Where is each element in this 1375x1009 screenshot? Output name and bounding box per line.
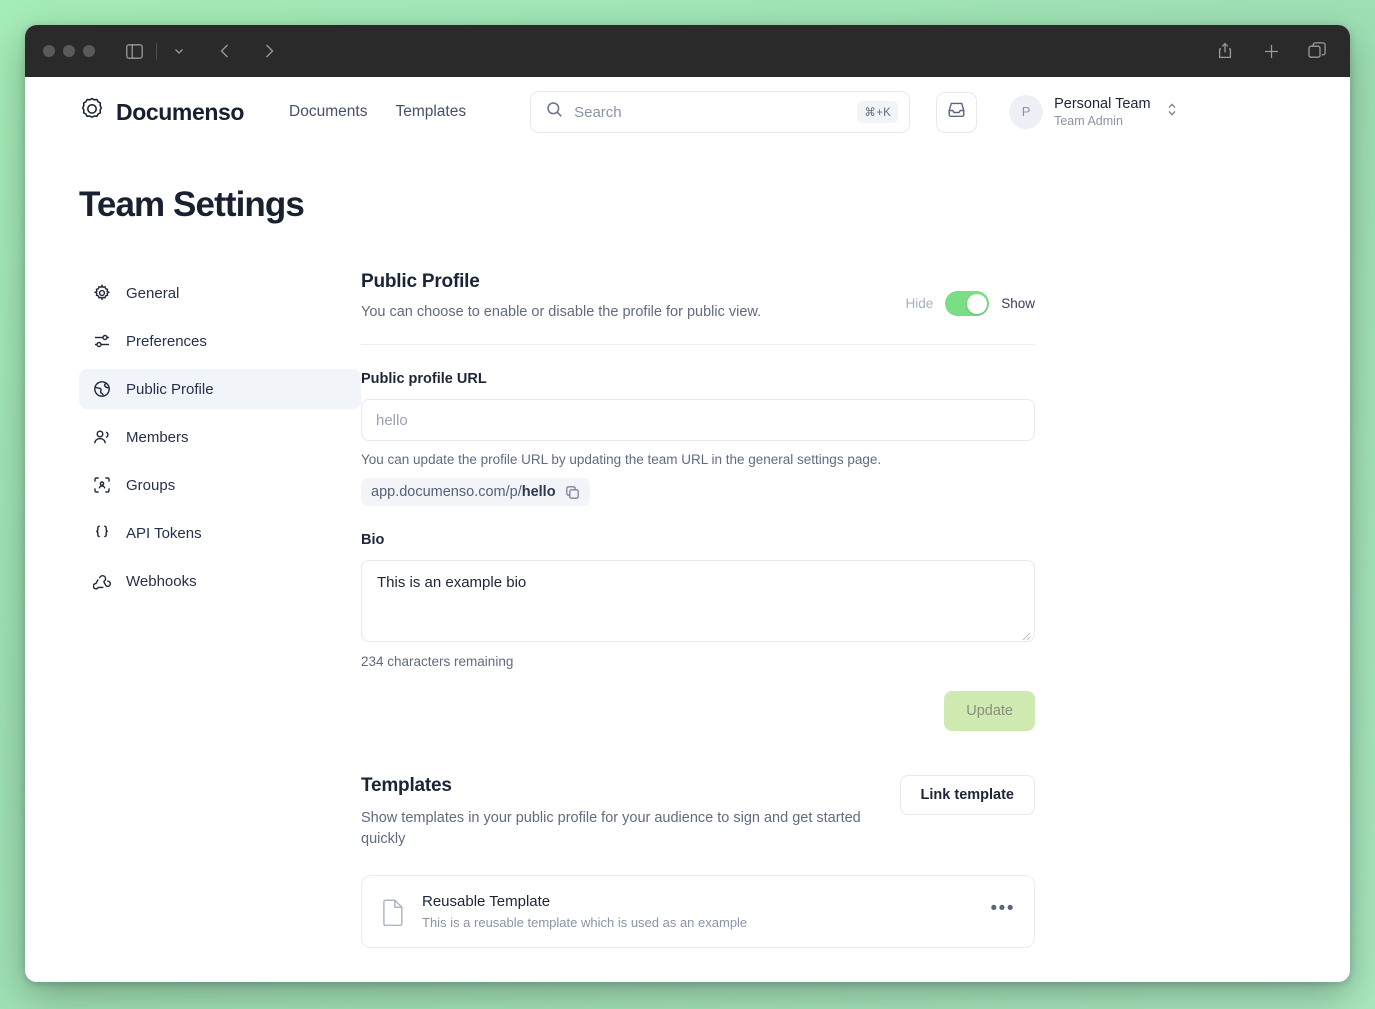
url-helper-text: You can update the profile URL by updati… [361, 452, 882, 467]
sidebar-item-public-profile[interactable]: Public Profile [79, 369, 361, 409]
main-nav: Documents Templates [289, 103, 466, 121]
template-list-item[interactable]: Reusable Template This is a reusable tem… [361, 875, 1035, 949]
url-input-value: hello [376, 411, 408, 429]
sidebar-item-webhooks[interactable]: Webhooks [79, 561, 361, 601]
back-arrow-icon[interactable] [210, 37, 240, 65]
avatar: P [1009, 94, 1044, 129]
search-input[interactable]: Search ⌘+K [530, 91, 911, 133]
search-shortcut-badge: ⌘+K [857, 101, 899, 123]
ellipsis-icon[interactable]: ••• [990, 898, 1015, 920]
braces-icon [93, 524, 111, 542]
sidebar-item-label: Members [126, 428, 189, 446]
settings-sidebar: General [79, 271, 361, 609]
browser-window: Documenso Documents Templates Search ⌘+K [25, 25, 1350, 982]
sliders-icon [93, 332, 111, 350]
link-template-button[interactable]: Link template [899, 775, 1035, 815]
sidebar-item-preferences[interactable]: Preferences [79, 321, 361, 361]
toggle-knob [966, 293, 987, 314]
templates-title: Templates [361, 775, 452, 796]
bio-textarea-value: This is an example bio [377, 574, 527, 591]
templates-description: Show templates in your public profile fo… [361, 810, 861, 847]
profile-visibility-toggle[interactable] [945, 291, 990, 316]
template-name: Reusable Template [422, 893, 551, 911]
page-title: Team Settings [79, 185, 305, 224]
forward-arrow-icon[interactable] [254, 37, 284, 65]
profile-visibility-toggle-group: Hide Show [905, 271, 1035, 316]
nav-item-documents[interactable]: Documents [289, 103, 368, 120]
toggle-label-show: Show [1001, 296, 1035, 311]
settings-main: Public Profile You can choose to enable … [361, 271, 1035, 949]
share-icon[interactable] [1210, 37, 1240, 65]
sidebar-item-groups[interactable]: Groups [79, 465, 361, 505]
sidebar-item-label: Webhooks [126, 572, 197, 590]
window-controls[interactable] [43, 45, 95, 57]
brand-logo[interactable]: Documenso [79, 97, 244, 128]
url-badge-slug: hello [521, 484, 556, 500]
team-name: Personal Team [1054, 95, 1151, 112]
browser-titlebar [25, 25, 1350, 77]
url-input[interactable]: hello [361, 399, 1035, 441]
sidebar-item-general[interactable]: General [79, 273, 361, 313]
bio-textarea[interactable]: This is an example bio [361, 560, 1035, 642]
bio-field-label: Bio [361, 532, 385, 548]
app-viewport: Documenso Documents Templates Search ⌘+K [25, 77, 1350, 982]
section-divider [361, 344, 1035, 345]
globe-icon [93, 380, 111, 398]
users-icon [93, 428, 111, 446]
template-description: This is a reusable template which is use… [422, 915, 748, 931]
maximize-button[interactable] [83, 45, 95, 57]
url-badge-prefix: app.documenso.com/p/ [371, 484, 522, 500]
sidebar-item-label: Public Profile [126, 380, 214, 398]
sidebar-item-label: Groups [126, 476, 176, 494]
public-profile-url-field: Public profile URL hello You can update … [361, 371, 1035, 506]
sidebar-item-label: Preferences [126, 332, 207, 350]
gear-icon [93, 284, 111, 302]
webhook-icon [93, 572, 111, 590]
inbox-icon [947, 100, 966, 124]
bio-character-counter: 234 characters remaining [361, 654, 514, 669]
sidebar-item-label: API Tokens [126, 524, 202, 542]
section-subtitle: You can choose to enable or disable the … [361, 304, 762, 320]
chevron-down-icon[interactable] [164, 37, 194, 65]
resize-handle[interactable] [1021, 628, 1031, 641]
tab-overview-icon[interactable] [1302, 37, 1332, 65]
copy-icon[interactable] [565, 485, 580, 500]
brand-name: Documenso [116, 98, 245, 125]
team-role: Team Admin [1054, 114, 1123, 129]
templates-section: Templates Show templates in your public … [361, 775, 1035, 949]
search-placeholder: Search [574, 103, 622, 121]
update-button[interactable]: Update [944, 691, 1035, 731]
plus-icon[interactable] [1256, 37, 1286, 65]
sidebar-item-api-tokens[interactable]: API Tokens [79, 513, 361, 553]
nav-item-templates[interactable]: Templates [395, 103, 467, 120]
url-field-label: Public profile URL [361, 371, 487, 387]
close-button[interactable] [43, 45, 55, 57]
page-body: Team Settings General [25, 147, 1350, 949]
documenso-mark-icon [79, 97, 105, 128]
toolbar-divider [156, 42, 157, 60]
chevron-up-down-icon [1166, 101, 1178, 123]
toggle-label-hide: Hide [905, 296, 934, 311]
minimize-button[interactable] [63, 45, 75, 57]
profile-url-badge[interactable]: app.documenso.com/p/hello [361, 478, 590, 506]
bio-field: Bio This is an example bio 234 character… [361, 532, 1035, 669]
section-title: Public Profile [361, 271, 480, 292]
sidebar-toggle-icon[interactable] [119, 37, 149, 65]
groups-scan-icon [93, 476, 111, 494]
sidebar-item-label: General [126, 284, 180, 302]
sidebar-item-members[interactable]: Members [79, 417, 361, 457]
app-header: Documenso Documents Templates Search ⌘+K [25, 77, 1350, 147]
public-profile-header: Public Profile You can choose to enable … [361, 271, 1035, 320]
team-switcher[interactable]: P Personal Team Team Admin [1009, 94, 1178, 130]
search-icon [546, 101, 563, 123]
inbox-button[interactable] [936, 91, 978, 133]
file-icon [381, 898, 406, 926]
